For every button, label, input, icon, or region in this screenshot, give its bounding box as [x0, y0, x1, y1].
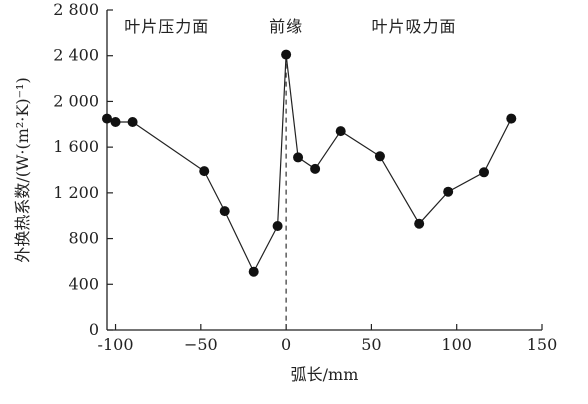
data-point	[281, 49, 292, 60]
data-point	[443, 186, 454, 197]
data-point	[310, 163, 321, 174]
series-points	[102, 49, 517, 277]
x-tick-label: 50	[361, 335, 381, 354]
plot-area: 0 400 800 1 200 1 600 2 000 2 400 2 800 -100 −50…	[53, 0, 557, 354]
data-point	[479, 167, 489, 178]
x-tick-label: 100	[441, 335, 472, 354]
y-tick-label: 2 000	[53, 91, 99, 110]
data-point	[272, 221, 283, 231]
annotation-label: 前缘	[269, 17, 303, 36]
x-ticks: -100 −50 0 50 100 150	[98, 324, 558, 354]
annotation-label: 叶片压力面	[124, 17, 209, 36]
y-tick-label: 1 600	[53, 137, 99, 156]
y-tick-label: 400	[68, 274, 99, 293]
data-point	[219, 206, 230, 217]
y-tick-label: 2 400	[53, 46, 99, 65]
data-point	[414, 218, 425, 229]
y-tick-label: 2 800	[53, 0, 99, 19]
data-point	[248, 266, 259, 277]
y-ticks: 0 400 800 1 200 1 600 2 000 2 400 2 800	[53, 0, 113, 339]
y-axis-title: 外换热系数/(W·(m²·K)⁻¹)	[13, 77, 32, 262]
data-point	[127, 117, 138, 127]
data-point	[102, 113, 112, 124]
x-axis-title: 弧长/mm	[291, 365, 359, 384]
x-tick-label: 0	[281, 335, 291, 354]
data-point	[293, 152, 304, 163]
annotations: 叶片压力面 前缘 叶片吸力面	[124, 17, 457, 36]
data-point	[374, 151, 385, 162]
x-tick-label: 150	[527, 335, 558, 354]
x-tick-label: −50	[184, 335, 218, 354]
y-tick-label: 1 200	[53, 183, 99, 202]
annotation-label: 叶片吸力面	[372, 17, 457, 36]
y-tick-label: 800	[68, 229, 99, 248]
y-tick-label: 0	[89, 320, 99, 339]
data-point	[506, 113, 517, 124]
data-point	[110, 117, 121, 127]
series-line	[106, 54, 512, 274]
data-point	[335, 126, 346, 137]
data-point	[199, 166, 210, 177]
x-tick-label: -100	[98, 335, 134, 354]
